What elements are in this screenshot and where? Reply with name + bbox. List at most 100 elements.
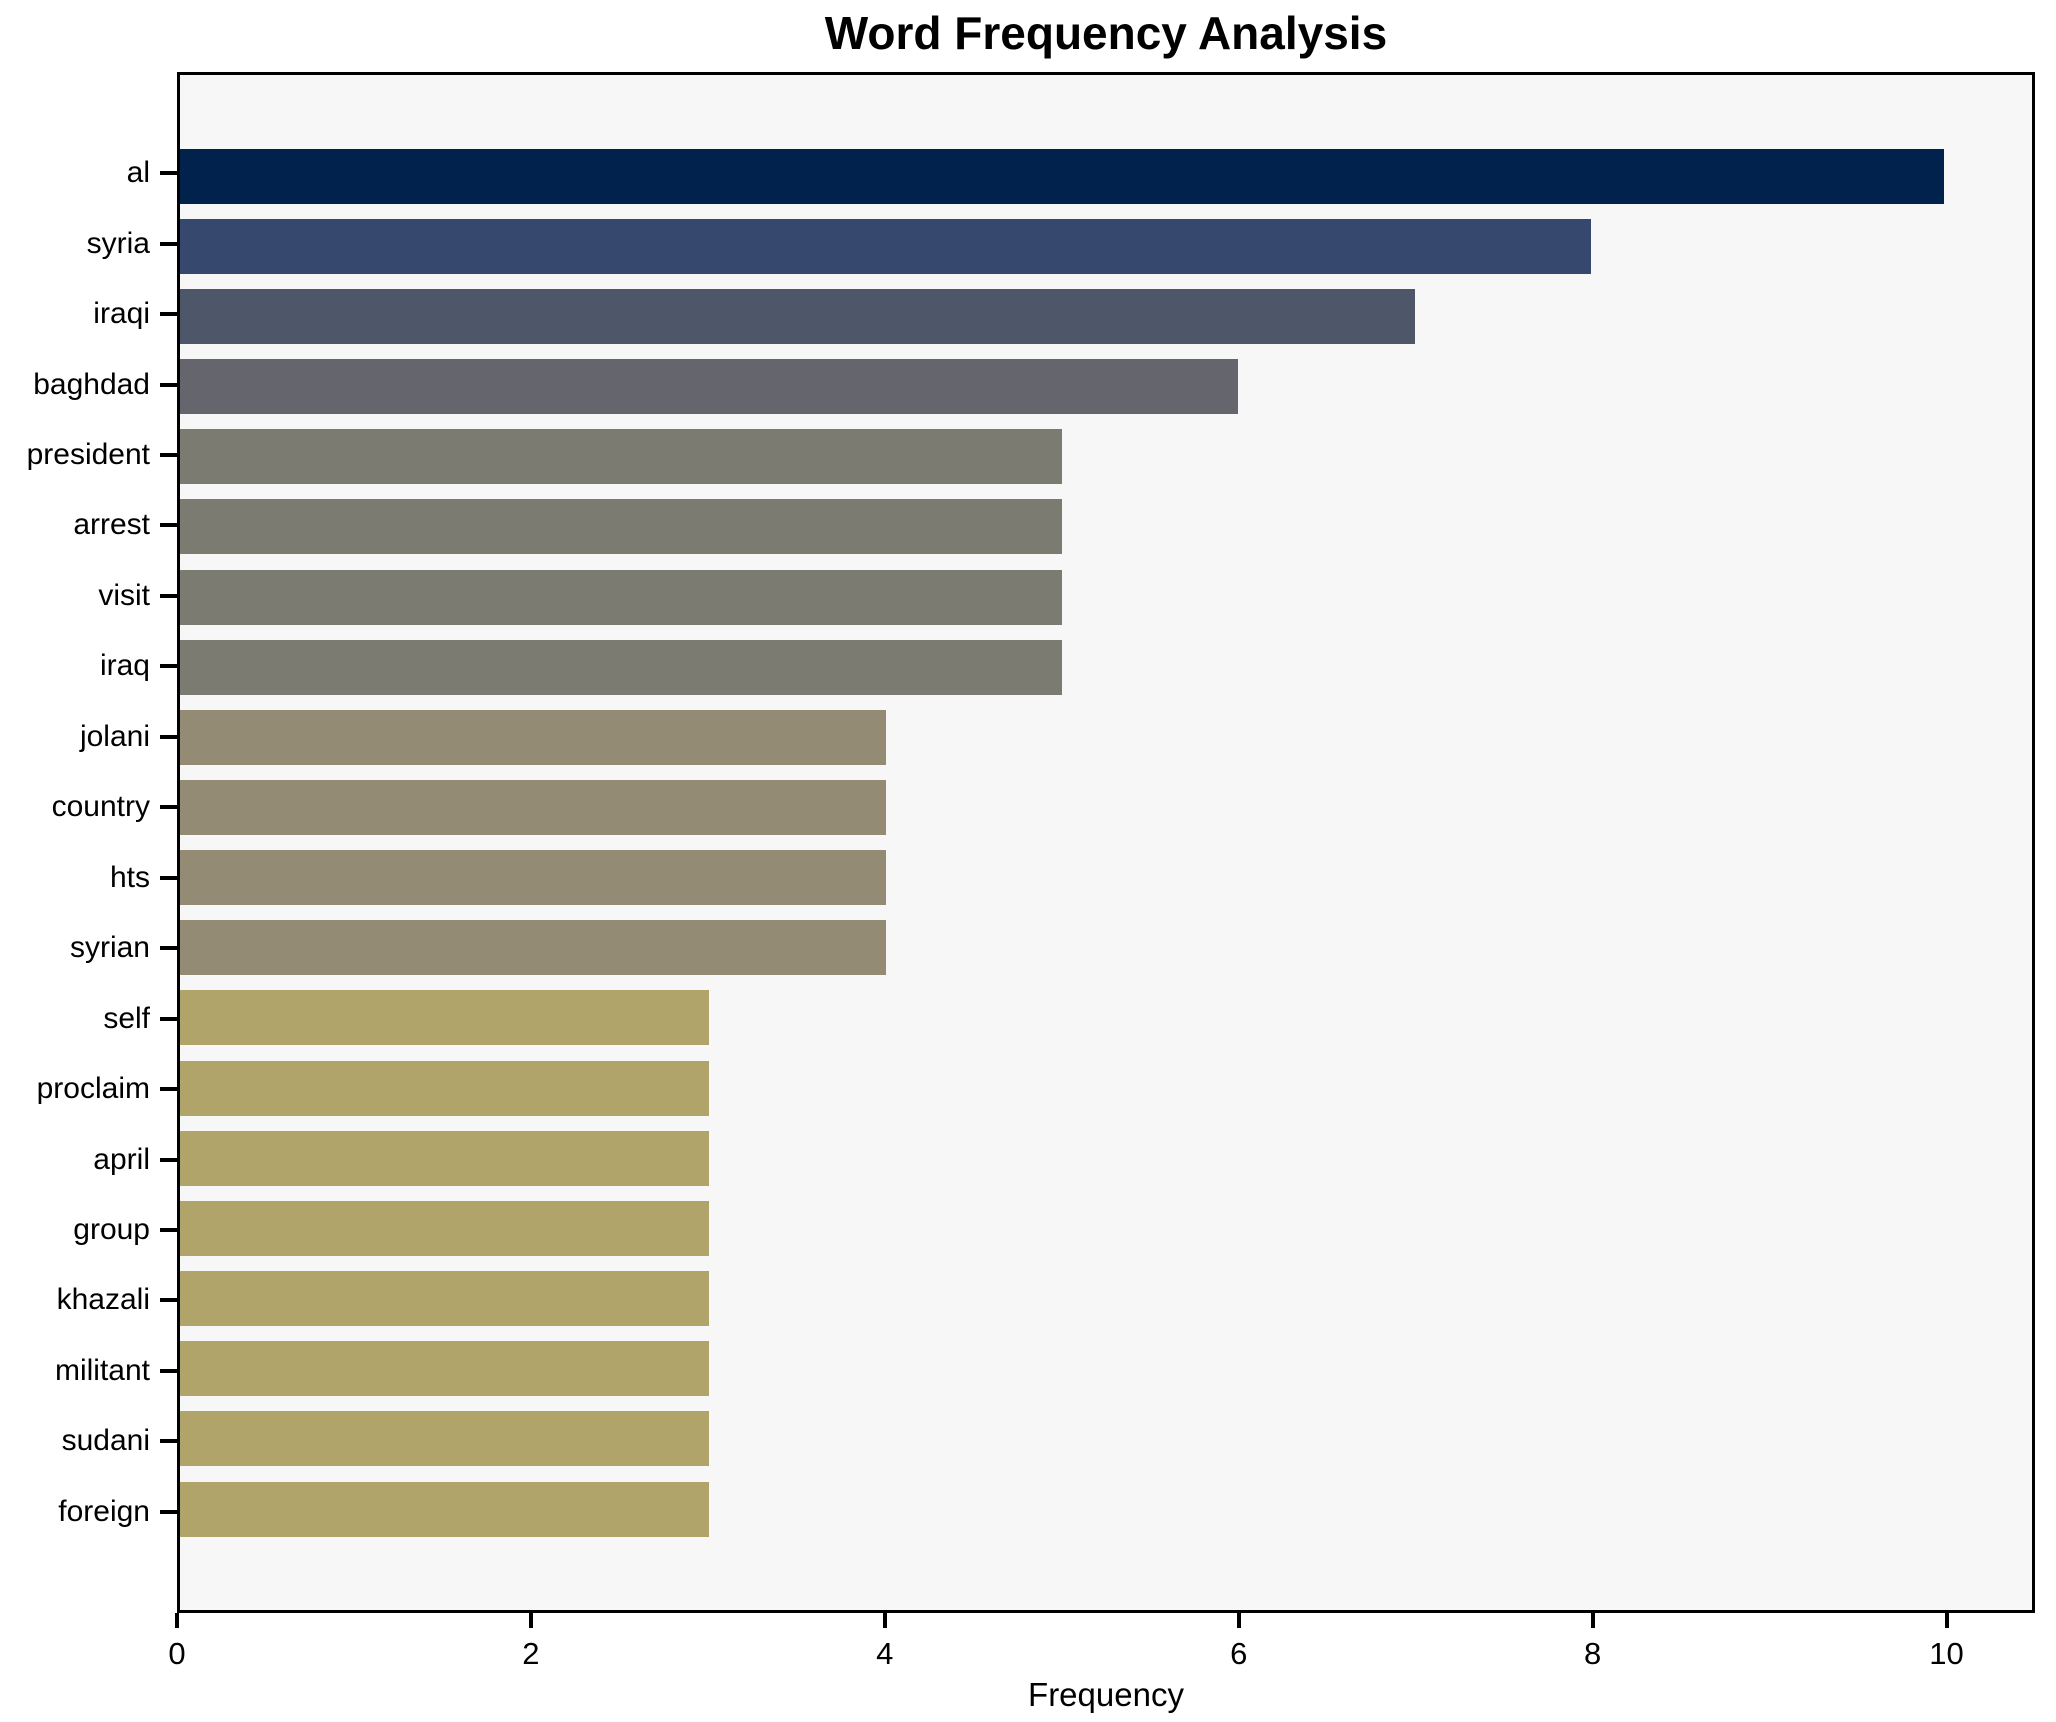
bar-president [180,429,1062,485]
bar-foreign [180,1481,710,1537]
x-tick-mark [882,1613,887,1628]
x-tick-label: 8 [1583,1636,1602,1671]
x-axis-label: Frequency [1028,1676,1184,1713]
y-tick-mark-row [160,1265,177,1335]
bar-row [180,562,2032,632]
bar-row [180,1123,2032,1193]
y-tick-mark [160,593,177,598]
x-tick-mark [175,1613,179,1628]
y-tick-mark [160,241,177,246]
bar-al [180,148,1944,204]
bar-self [180,990,710,1046]
y-tick-label: sudani [61,1424,150,1458]
bar-syria [180,218,1592,274]
bar-militant [180,1341,710,1397]
y-tick-label: hts [109,860,150,894]
y-tick-mark-row [160,1477,177,1547]
bar-arrest [180,499,1062,555]
bar-row [180,772,2032,842]
y-tick-mark [160,382,177,387]
bar-row [180,1193,2032,1263]
y-tick-mark-row [160,490,177,560]
x-tick-label: 6 [1230,1636,1248,1671]
bar-row [180,211,2032,281]
bar-row [180,351,2032,421]
bar-syrian [180,920,886,976]
y-tick-mark-row [160,1336,177,1406]
bars-container [180,75,2032,1610]
bar-april [180,1130,710,1186]
y-tick-label: president [26,438,150,472]
y-tick-mark [160,312,177,317]
y-tick-label: iraqi [93,297,150,331]
bar-iraq [180,639,1062,695]
y-tick-mark-row [160,702,177,772]
chart-title: Word Frequency Analysis [824,7,1388,59]
y-tick-mark-row [160,913,177,983]
x-tick-label: 2 [522,1636,540,1671]
y-tick-mark-row [160,138,177,208]
bar-row [180,1264,2032,1334]
bar-sudani [180,1411,710,1467]
bar-row [180,1334,2032,1404]
bar-row [180,1404,2032,1474]
y-tick-mark-row [160,1406,177,1476]
x-tick-label: 4 [876,1636,894,1671]
y-tick-mark-row [160,349,177,419]
y-tick-mark-row [160,1054,177,1124]
y-tick-label: arrest [73,508,150,542]
y-tick-label: iraq [99,649,150,683]
y-tick-mark-row [160,279,177,349]
y-tick-mark [160,1298,177,1303]
y-axis-tick-marks [160,72,177,1613]
y-tick-mark-row [160,1124,177,1194]
bar-visit [180,569,1062,625]
y-tick-mark [160,1228,177,1233]
plot-area [177,72,2035,1613]
y-tick-mark-row [160,420,177,490]
y-tick-label: april [93,1142,150,1176]
bar-row [180,281,2032,351]
y-tick-mark-row [160,983,177,1053]
y-tick-label: khazali [56,1283,150,1317]
y-tick-mark [160,1087,177,1092]
y-tick-label: jolani [79,719,150,753]
bar-row [180,702,2032,772]
y-tick-mark-row [160,561,177,631]
bar-row [180,1474,2032,1544]
y-tick-label: group [73,1213,150,1247]
y-axis-labels: al syria iraqi baghdad president arrest visit i… [0,72,150,1613]
y-tick-label: proclaim [36,1072,150,1106]
x-tick-mark [1944,1613,1949,1628]
y-tick-mark-row [160,631,177,701]
y-tick-mark [160,946,177,951]
bar-row [180,983,2032,1053]
bar-row [180,141,2032,211]
x-tick-label: 0 [168,1636,186,1671]
y-tick-label: self [103,1001,150,1035]
y-tick-label: country [51,790,150,824]
bar-row [180,913,2032,983]
bar-proclaim [180,1060,710,1116]
y-tick-mark [160,1368,177,1373]
y-tick-label: syrian [69,931,150,965]
bar-row [180,492,2032,562]
bar-row [180,843,2032,913]
bar-khazali [180,1271,710,1327]
bar-iraqi [180,288,1415,344]
y-tick-mark [160,664,177,669]
y-tick-mark [160,805,177,810]
bar-row [180,1053,2032,1123]
y-tick-mark [160,453,177,458]
y-tick-mark [160,875,177,880]
y-tick-mark [160,734,177,739]
y-tick-mark [160,1509,177,1514]
y-tick-label: al [126,156,150,190]
bar-country [180,779,886,835]
y-tick-mark [160,1016,177,1021]
x-tick-mark [1590,1613,1595,1628]
y-tick-label: foreign [58,1494,150,1528]
bar-baghdad [180,359,1239,415]
y-tick-mark-row [160,208,177,278]
